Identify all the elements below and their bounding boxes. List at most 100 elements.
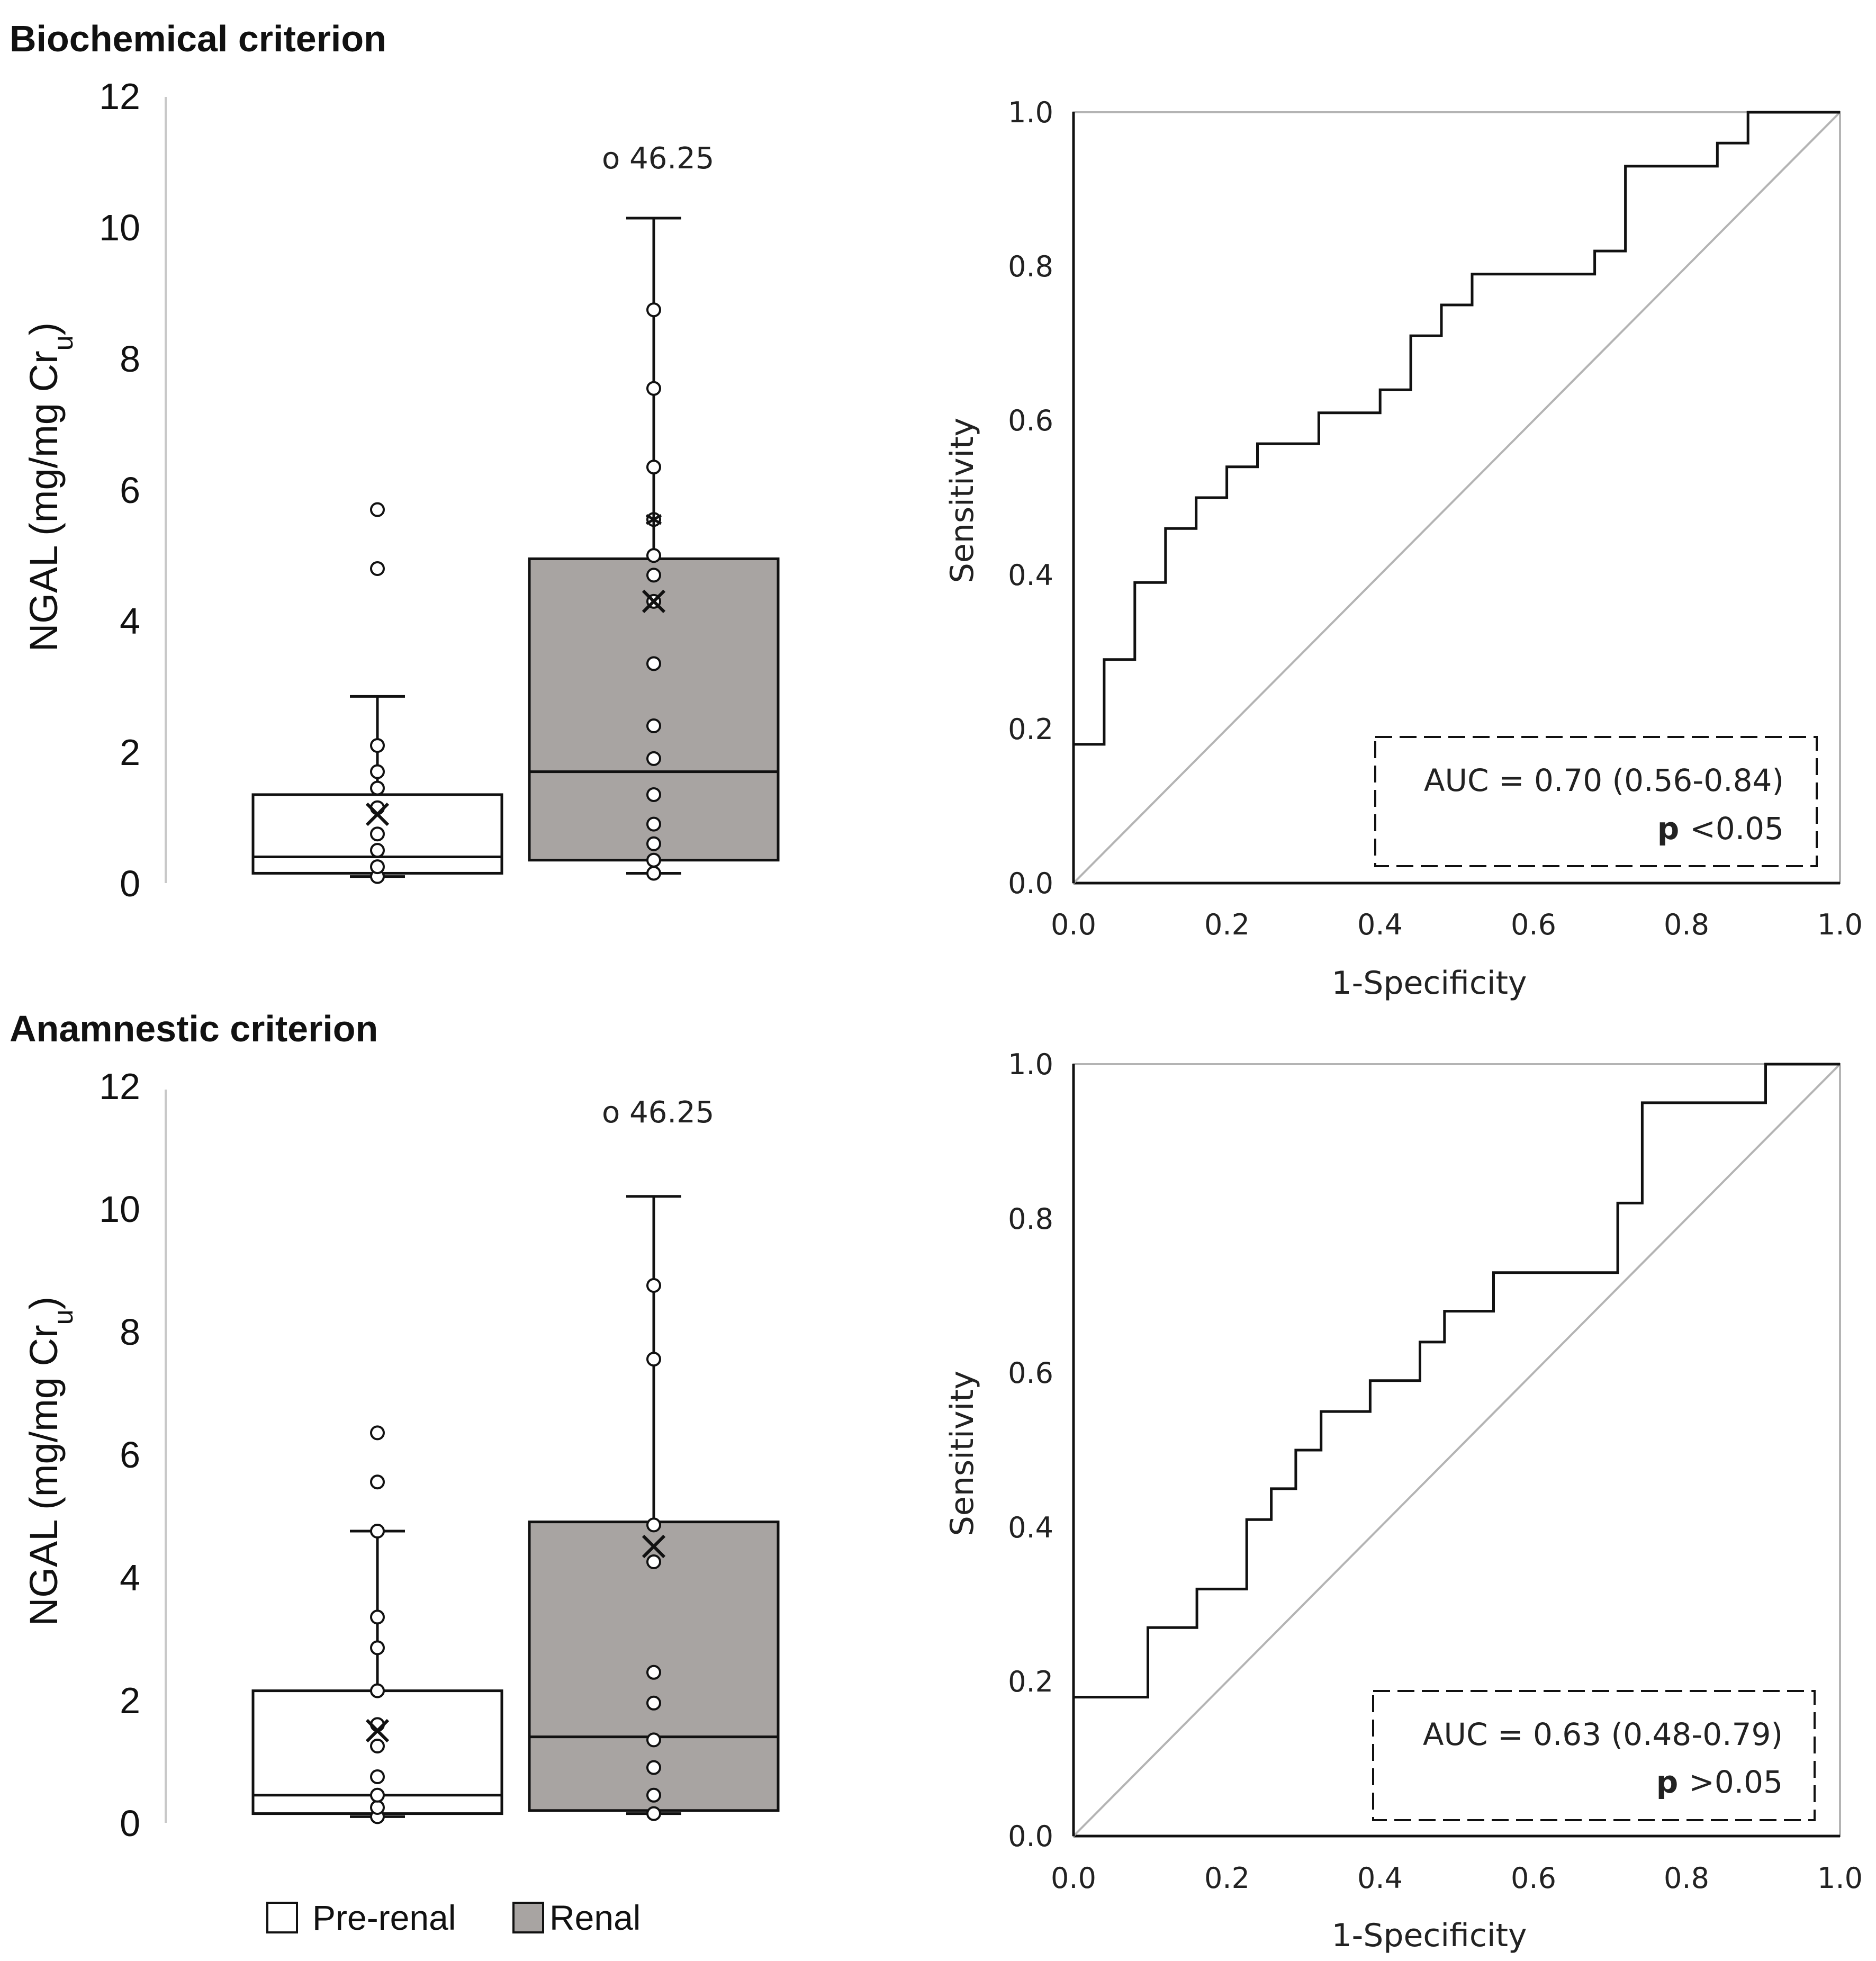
x-tick-label: 0.8 (1664, 1861, 1709, 1895)
roc-biochemical: 0.0 0.2 0.4 0.6 0.8 1.0 0.0 0.2 0.4 0.6 … (944, 96, 1863, 1002)
data-point (646, 1760, 661, 1775)
data-point (646, 1278, 661, 1293)
data-point (646, 866, 661, 881)
y-tick-label: 6 (120, 470, 140, 511)
data-point (646, 1352, 661, 1367)
box-group-renal (528, 1195, 780, 1821)
data-point (370, 826, 385, 842)
data-point (646, 656, 661, 671)
legend-swatch-prerenal (266, 1902, 298, 1933)
y-tick-label: 6 (120, 1434, 140, 1476)
mean-marker-stroke (642, 1534, 666, 1559)
x-tick-label: 0.0 (1051, 908, 1096, 941)
mean-marker (642, 589, 666, 613)
y-tick-label: 0 (120, 863, 140, 904)
y-tick-label: 1.0 (1008, 96, 1053, 129)
data-point (370, 1769, 385, 1784)
y-tick-label: 0.2 (1008, 713, 1053, 746)
legend-label-prerenal: Pre-renal (312, 1898, 456, 1937)
legend-swatch-renal (512, 1902, 544, 1933)
y-axis-label: NGAL (mg/mg Cru) (22, 322, 79, 652)
x-axis-label: 1-Specificity (1331, 965, 1527, 1002)
extreme-marker-stroke (645, 514, 662, 525)
data-point (370, 764, 385, 779)
y-tick-label: 10 (99, 1189, 140, 1230)
y-tick-label: 0.2 (1008, 1665, 1053, 1698)
data-point (646, 751, 661, 766)
data-point (646, 1554, 661, 1569)
data-point (370, 859, 385, 875)
data-point (370, 738, 385, 753)
y-tick-label: 0 (120, 1803, 140, 1844)
data-point (646, 548, 661, 563)
data-point (646, 852, 661, 868)
auc-value: AUC = 0.63 (0.48-0.79) (1423, 1716, 1783, 1752)
outlier-note: o 46.25 (602, 141, 714, 176)
y-axis-label: Sensitivity (944, 1371, 981, 1536)
data-point (646, 460, 661, 475)
data-point (646, 836, 661, 851)
mean-marker (365, 1719, 390, 1743)
roc-x-tick-labels: 0.0 0.2 0.4 0.6 0.8 1.0 (1051, 908, 1863, 941)
p-value: p <0.05 (1657, 811, 1784, 847)
data-point (646, 1695, 661, 1711)
auc-annotation-box (1374, 736, 1818, 867)
y-tick-label: 12 (99, 1066, 140, 1107)
data-point (646, 1732, 661, 1748)
x-tick-label: 1.0 (1817, 908, 1863, 941)
data-point (370, 1739, 385, 1753)
reference-diagonal (1072, 1063, 1841, 1837)
data-point (646, 787, 661, 802)
data-point (370, 1425, 385, 1441)
y-axis-label: NGAL (mg/mg Cru) (22, 1297, 79, 1626)
y-tick-label: 0.0 (1008, 867, 1053, 900)
y-tick-label: 4 (120, 1557, 140, 1598)
x-tick-label: 0.4 (1357, 1861, 1403, 1895)
y-tick-label: 4 (120, 600, 140, 642)
roc-y-tick-labels: 0.0 0.2 0.4 0.6 0.8 1.0 (1008, 1048, 1053, 1853)
auc-annotation-box (1372, 1690, 1816, 1821)
data-point (646, 1517, 661, 1533)
y-tick-label: 12 (99, 76, 140, 117)
roc-y-tick-labels: 0.0 0.2 0.4 0.6 0.8 1.0 (1008, 96, 1053, 900)
y-tick-labels: 0 2 4 6 8 10 12 (99, 76, 140, 904)
data-point (370, 561, 385, 576)
p-value: p >0.05 (1656, 1764, 1783, 1800)
data-point (370, 1524, 385, 1539)
box (528, 557, 780, 862)
y-tick-label: 0.6 (1008, 404, 1053, 437)
data-point (646, 302, 661, 318)
data-point (370, 1683, 385, 1698)
x-tick-label: 0.6 (1511, 1861, 1556, 1895)
y-tick-label: 0.8 (1008, 250, 1053, 283)
boxplot-plot-area (251, 1195, 780, 1824)
y-tick-label: 0.0 (1008, 1820, 1053, 1853)
y-tick-label: 0.4 (1008, 1511, 1053, 1544)
x-tick-label: 0.4 (1357, 908, 1403, 941)
data-point (370, 780, 385, 796)
data-point (370, 1800, 385, 1815)
data-point (646, 718, 661, 733)
roc-plot-area (1072, 111, 1841, 884)
data-point (370, 502, 385, 517)
data-point (646, 1665, 661, 1680)
y-tick-label: 2 (120, 1680, 140, 1721)
auc-value: AUC = 0.70 (0.56-0.84) (1424, 762, 1784, 798)
y-tick-label: 1.0 (1008, 1048, 1053, 1081)
y-tick-label: 0.8 (1008, 1202, 1053, 1236)
data-point (646, 568, 661, 583)
section-title-biochemical: Biochemical criterion (10, 18, 386, 59)
data-point (370, 1787, 385, 1803)
x-tick-label: 0.2 (1204, 1861, 1250, 1895)
roc-x-tick-labels: 0.0 0.2 0.4 0.6 0.8 1.0 (1051, 1861, 1863, 1895)
y-tick-label: 10 (99, 207, 140, 248)
reference-diagonal (1072, 111, 1841, 884)
x-tick-label: 0.2 (1204, 908, 1250, 941)
y-tick-label: 0.4 (1008, 559, 1053, 592)
data-point (646, 1787, 661, 1803)
x-tick-label: 0.6 (1511, 908, 1556, 941)
box-group-prerenal (251, 502, 503, 884)
mean-marker (642, 1534, 666, 1559)
data-point (370, 1609, 385, 1625)
